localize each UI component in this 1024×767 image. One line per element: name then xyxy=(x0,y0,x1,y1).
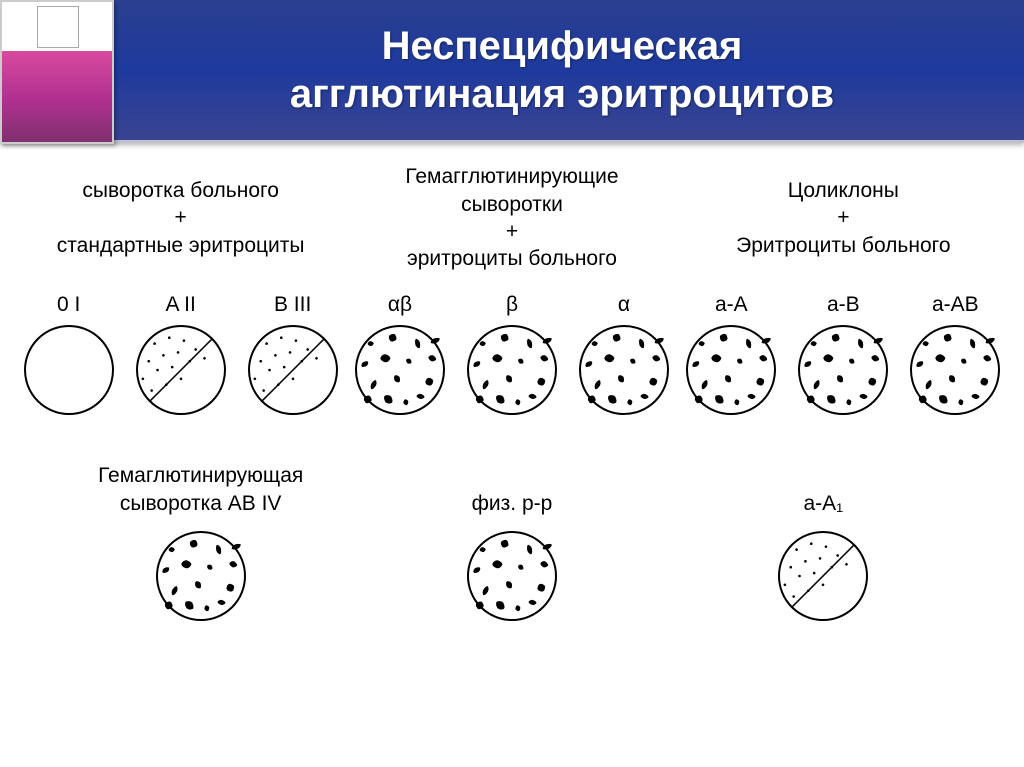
header-line: Гемаглютинирующая xyxy=(98,462,303,489)
result-circle xyxy=(154,529,248,623)
result-circle xyxy=(577,323,671,417)
header-line: а-А₁ xyxy=(803,490,843,517)
bottom-col-2: а-А₁ xyxy=(673,457,974,623)
circle-group: 0 I xyxy=(22,293,116,417)
circle-group: α xyxy=(577,293,671,417)
circles-row: 0 I A II B III xyxy=(20,293,341,417)
header-line: эритроциты больного xyxy=(351,245,672,272)
circle-label: а-А xyxy=(684,293,778,319)
header-line: стандартные эритроциты xyxy=(20,232,341,259)
header-line: Эритроциты больного xyxy=(683,232,1004,259)
result-circle xyxy=(796,323,890,417)
result-circle xyxy=(22,323,116,417)
result-circle xyxy=(776,529,870,623)
circle-group: а-А xyxy=(684,293,778,417)
column-header: сыворотка больного+стандартные эритроцит… xyxy=(20,153,341,283)
header-line: сыворотка АВ IV xyxy=(98,490,303,517)
circles-row: αβ β α xyxy=(351,293,672,417)
title-line-1: Неспецифическая xyxy=(290,22,834,70)
result-circle xyxy=(684,323,778,417)
circle-group: а-АВ xyxy=(908,293,1002,417)
result-circle xyxy=(353,323,447,417)
header-line: сыворотка больного xyxy=(20,177,341,204)
header-line: сыворотки xyxy=(351,191,672,218)
header-line: + xyxy=(20,204,341,231)
column-header: Цоликлоны+Эритроциты больного xyxy=(683,153,1004,283)
circle-label: а-АВ xyxy=(908,293,1002,319)
bottom-header: Гемаглютинирующаясыворотка АВ IV xyxy=(50,457,351,517)
column-header: Гемагглютинирующиесыворотки+эритроциты б… xyxy=(351,153,672,283)
top-columns: сыворотка больного+стандартные эритроцит… xyxy=(20,153,1004,417)
circle-group: B III xyxy=(246,293,340,417)
header-line: Гемагглютинирующие xyxy=(351,163,672,190)
header-line: Цоликлоны xyxy=(683,177,1004,204)
result-circle xyxy=(246,323,340,417)
circle-label: αβ xyxy=(353,293,447,319)
bottom-header: физ. р-р xyxy=(361,457,662,517)
content-area: сыворотка больного+стандартные эритроцит… xyxy=(0,143,1024,633)
circle-group: αβ xyxy=(353,293,447,417)
circle-group: β xyxy=(465,293,559,417)
result-circle xyxy=(465,529,559,623)
header-line: физ. р-р xyxy=(472,490,553,517)
bottom-col-1: физ. р-р xyxy=(361,457,662,623)
header-line: + xyxy=(683,204,1004,231)
circle-label: а-В xyxy=(796,293,890,319)
title-line-2: агглютинация эритроцитов xyxy=(290,70,834,118)
bottom-row: Гемаглютинирующаясыворотка АВ IV физ. р-… xyxy=(20,457,1004,623)
circles-row: а-А а-В а-АВ xyxy=(683,293,1004,417)
circle-label: A II xyxy=(134,293,228,319)
result-circle xyxy=(134,323,228,417)
title-banner: Неспецифическая агглютинация эритроцитов xyxy=(0,0,1024,143)
circle-group: A II xyxy=(134,293,228,417)
bottom-col-0: Гемаглютинирующаясыворотка АВ IV xyxy=(50,457,351,623)
flask-image xyxy=(0,0,114,144)
column-0: сыворотка больного+стандартные эритроцит… xyxy=(20,153,341,417)
circle-label: β xyxy=(465,293,559,319)
bottom-header: а-А₁ xyxy=(673,457,974,517)
circle-label: B III xyxy=(246,293,340,319)
circle-group: а-В xyxy=(796,293,890,417)
circle-label: 0 I xyxy=(22,293,116,319)
result-circle xyxy=(908,323,1002,417)
header-line: + xyxy=(351,218,672,245)
column-1: Гемагглютинирующиесыворотки+эритроциты б… xyxy=(351,153,672,417)
result-circle xyxy=(465,323,559,417)
column-2: Цоликлоны+Эритроциты больногоа-А а-В а-А… xyxy=(683,153,1004,417)
slide-title: Неспецифическая агглютинация эритроцитов xyxy=(290,22,834,118)
circle-label: α xyxy=(577,293,671,319)
